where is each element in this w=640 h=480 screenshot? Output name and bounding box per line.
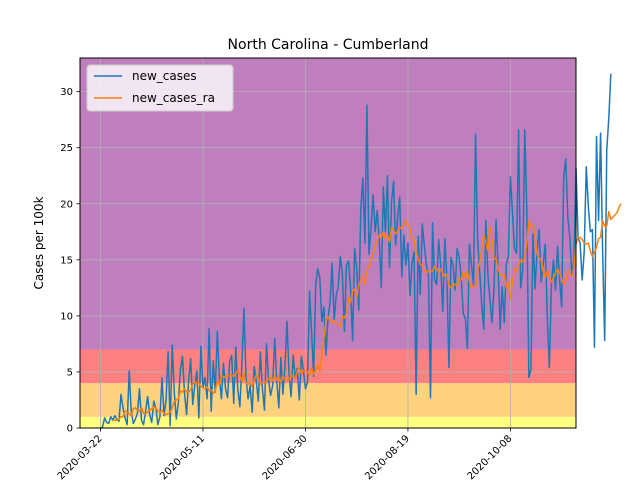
legend-box	[86, 64, 234, 112]
y-tick-label-15: 15	[60, 255, 73, 266]
risk-bands	[80, 58, 576, 428]
y-tick-label-0: 0	[67, 424, 73, 435]
legend-label-new-cases-ra: new_cases_ra	[132, 91, 215, 105]
y-tick-label-30: 30	[60, 87, 73, 98]
chart-title: North Carolina - Cumberland	[228, 37, 429, 53]
risk-band-2	[80, 349, 576, 384]
y-tick-label-5: 5	[67, 367, 73, 378]
series-line-new_cases	[100, 73, 612, 429]
risk-band-1	[80, 383, 576, 417]
y-tick-label-10: 10	[60, 311, 73, 322]
y-axis-label: Cases per 100k	[32, 196, 46, 289]
y-tick-label-20: 20	[60, 199, 73, 210]
y-axis: 0 5 10 15 20 25 30	[60, 87, 80, 435]
series-lines	[100, 73, 622, 429]
legend: new_cases new_cases_ra	[86, 64, 234, 112]
risk-band-0	[80, 416, 576, 428]
plot-frame	[79, 57, 577, 429]
legend-label-new-cases: new_cases	[132, 69, 197, 83]
series-line-new_cases_ra	[112, 203, 622, 421]
y-tick-label-25: 25	[60, 143, 73, 154]
